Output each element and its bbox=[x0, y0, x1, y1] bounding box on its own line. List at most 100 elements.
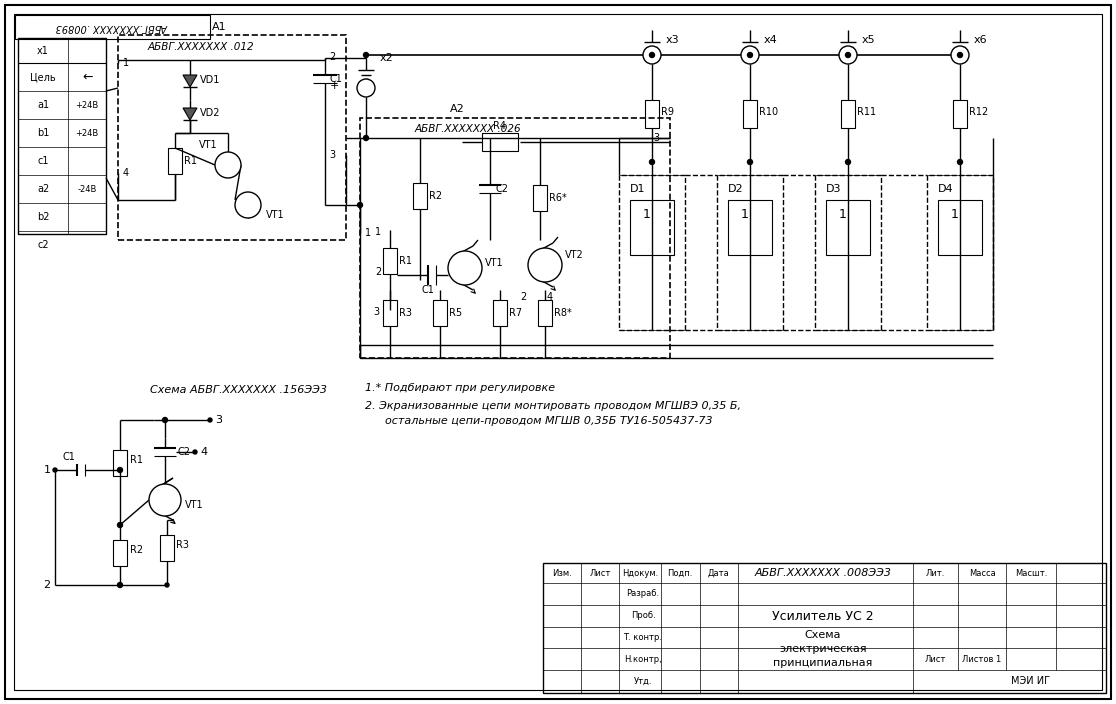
Circle shape bbox=[650, 53, 654, 58]
Text: Цель: Цель bbox=[30, 72, 56, 82]
Text: D4: D4 bbox=[939, 184, 954, 194]
Text: R8*: R8* bbox=[554, 308, 571, 318]
Circle shape bbox=[364, 135, 368, 141]
Bar bbox=[493, 300, 507, 326]
Text: c2: c2 bbox=[37, 240, 49, 250]
Text: 3: 3 bbox=[373, 307, 379, 317]
Text: Подп.: Подп. bbox=[667, 569, 693, 577]
Text: Дата: Дата bbox=[709, 569, 730, 577]
Circle shape bbox=[643, 46, 661, 64]
Text: D1: D1 bbox=[631, 184, 645, 194]
Text: АБВГ.XXXXXXX .00893: АБВГ.XXXXXXX .00893 bbox=[56, 22, 169, 32]
Bar bbox=[743, 100, 757, 128]
Text: R1: R1 bbox=[184, 156, 198, 166]
Text: 1: 1 bbox=[123, 58, 129, 68]
Bar bbox=[728, 200, 772, 255]
Circle shape bbox=[117, 582, 123, 588]
Text: Изм.: Изм. bbox=[552, 569, 571, 577]
Text: +: + bbox=[330, 81, 339, 91]
Circle shape bbox=[839, 46, 857, 64]
Text: R10: R10 bbox=[759, 107, 778, 117]
Text: 1: 1 bbox=[839, 208, 847, 222]
Bar bbox=[15, 15, 210, 39]
Bar bbox=[538, 300, 552, 326]
Text: x3: x3 bbox=[666, 35, 680, 45]
Text: VT2: VT2 bbox=[565, 250, 584, 260]
Circle shape bbox=[163, 417, 167, 422]
Text: 1: 1 bbox=[365, 228, 371, 238]
Circle shape bbox=[448, 251, 482, 285]
Text: VT1: VT1 bbox=[185, 500, 203, 510]
Text: принципиальная: принципиальная bbox=[773, 658, 873, 668]
Text: Масса: Масса bbox=[969, 569, 995, 577]
Bar bbox=[482, 133, 518, 151]
Text: R1: R1 bbox=[129, 455, 143, 465]
Text: D2: D2 bbox=[728, 184, 743, 194]
Bar bbox=[113, 450, 127, 476]
Text: a2: a2 bbox=[37, 184, 49, 194]
Text: Схема АБВГ.XXXXXXX .156ЭЭ3: Схема АБВГ.XXXXXXX .156ЭЭ3 bbox=[150, 385, 327, 395]
Circle shape bbox=[650, 160, 654, 165]
Circle shape bbox=[951, 46, 969, 64]
Text: Листов 1: Листов 1 bbox=[962, 655, 1002, 663]
Circle shape bbox=[117, 522, 123, 527]
Text: C1: C1 bbox=[62, 452, 76, 462]
Text: +24В: +24В bbox=[76, 101, 98, 110]
Text: R6*: R6* bbox=[549, 193, 567, 203]
Text: Проб.: Проб. bbox=[631, 612, 655, 620]
Circle shape bbox=[52, 468, 57, 472]
Text: R1: R1 bbox=[400, 256, 412, 266]
Circle shape bbox=[357, 203, 363, 208]
Text: 3: 3 bbox=[329, 150, 335, 160]
Bar bbox=[360, 118, 670, 358]
Circle shape bbox=[215, 152, 241, 178]
Bar bbox=[619, 175, 685, 330]
Bar bbox=[383, 300, 397, 326]
Text: C2: C2 bbox=[496, 184, 508, 194]
Text: Н.контр,: Н.контр, bbox=[624, 655, 662, 663]
Text: 2: 2 bbox=[329, 52, 335, 62]
Text: R3: R3 bbox=[176, 540, 189, 550]
Circle shape bbox=[357, 79, 375, 97]
Text: остальные цепи-проводом МГШВ 0,35Б ТУ16-505437-73: остальные цепи-проводом МГШВ 0,35Б ТУ16-… bbox=[385, 416, 713, 426]
Text: C2: C2 bbox=[177, 447, 191, 457]
Text: Утд.: Утд. bbox=[634, 677, 652, 686]
Text: x6: x6 bbox=[974, 35, 988, 45]
Bar bbox=[169, 148, 182, 174]
Bar bbox=[716, 175, 783, 330]
Text: VD1: VD1 bbox=[200, 75, 220, 85]
Polygon shape bbox=[183, 108, 198, 120]
Text: 3: 3 bbox=[653, 133, 660, 143]
Text: А2: А2 bbox=[450, 104, 464, 114]
Bar bbox=[413, 183, 427, 209]
Bar bbox=[160, 535, 174, 561]
Text: 4: 4 bbox=[200, 447, 208, 457]
Text: АБВГ.XXXXXXX .008ЭЭ3: АБВГ.XXXXXXX .008ЭЭ3 bbox=[754, 568, 892, 578]
Circle shape bbox=[958, 53, 962, 58]
Circle shape bbox=[741, 46, 759, 64]
Bar bbox=[645, 100, 660, 128]
Text: Т. контр.: Т. контр. bbox=[624, 634, 663, 643]
Circle shape bbox=[528, 248, 562, 282]
Text: R3: R3 bbox=[400, 308, 412, 318]
Text: МЭИ ИГ: МЭИ ИГ bbox=[1011, 676, 1050, 686]
Circle shape bbox=[235, 192, 261, 218]
Text: R7: R7 bbox=[509, 308, 522, 318]
Bar bbox=[433, 300, 448, 326]
Circle shape bbox=[958, 160, 962, 165]
Text: электрическая: электрическая bbox=[779, 644, 867, 654]
Text: 4: 4 bbox=[547, 292, 554, 302]
Text: 1: 1 bbox=[643, 208, 651, 222]
Bar bbox=[383, 248, 397, 274]
Text: b1: b1 bbox=[37, 128, 49, 138]
Circle shape bbox=[364, 53, 368, 58]
Text: АБВГ.XXXXXXX .012: АБВГ.XXXXXXX .012 bbox=[148, 42, 254, 52]
Text: VT1: VT1 bbox=[199, 140, 218, 150]
Text: АБВГ.XXXXXXX .026: АБВГ.XXXXXXX .026 bbox=[415, 124, 521, 134]
Text: x2: x2 bbox=[381, 53, 394, 63]
Bar bbox=[841, 100, 855, 128]
Bar bbox=[113, 540, 127, 566]
Text: x4: x4 bbox=[764, 35, 778, 45]
Text: 2: 2 bbox=[520, 292, 526, 302]
Text: 2. Экранизованные цепи монтировать проводом МГШВЭ 0,35 Б,: 2. Экранизованные цепи монтировать прово… bbox=[365, 401, 741, 411]
